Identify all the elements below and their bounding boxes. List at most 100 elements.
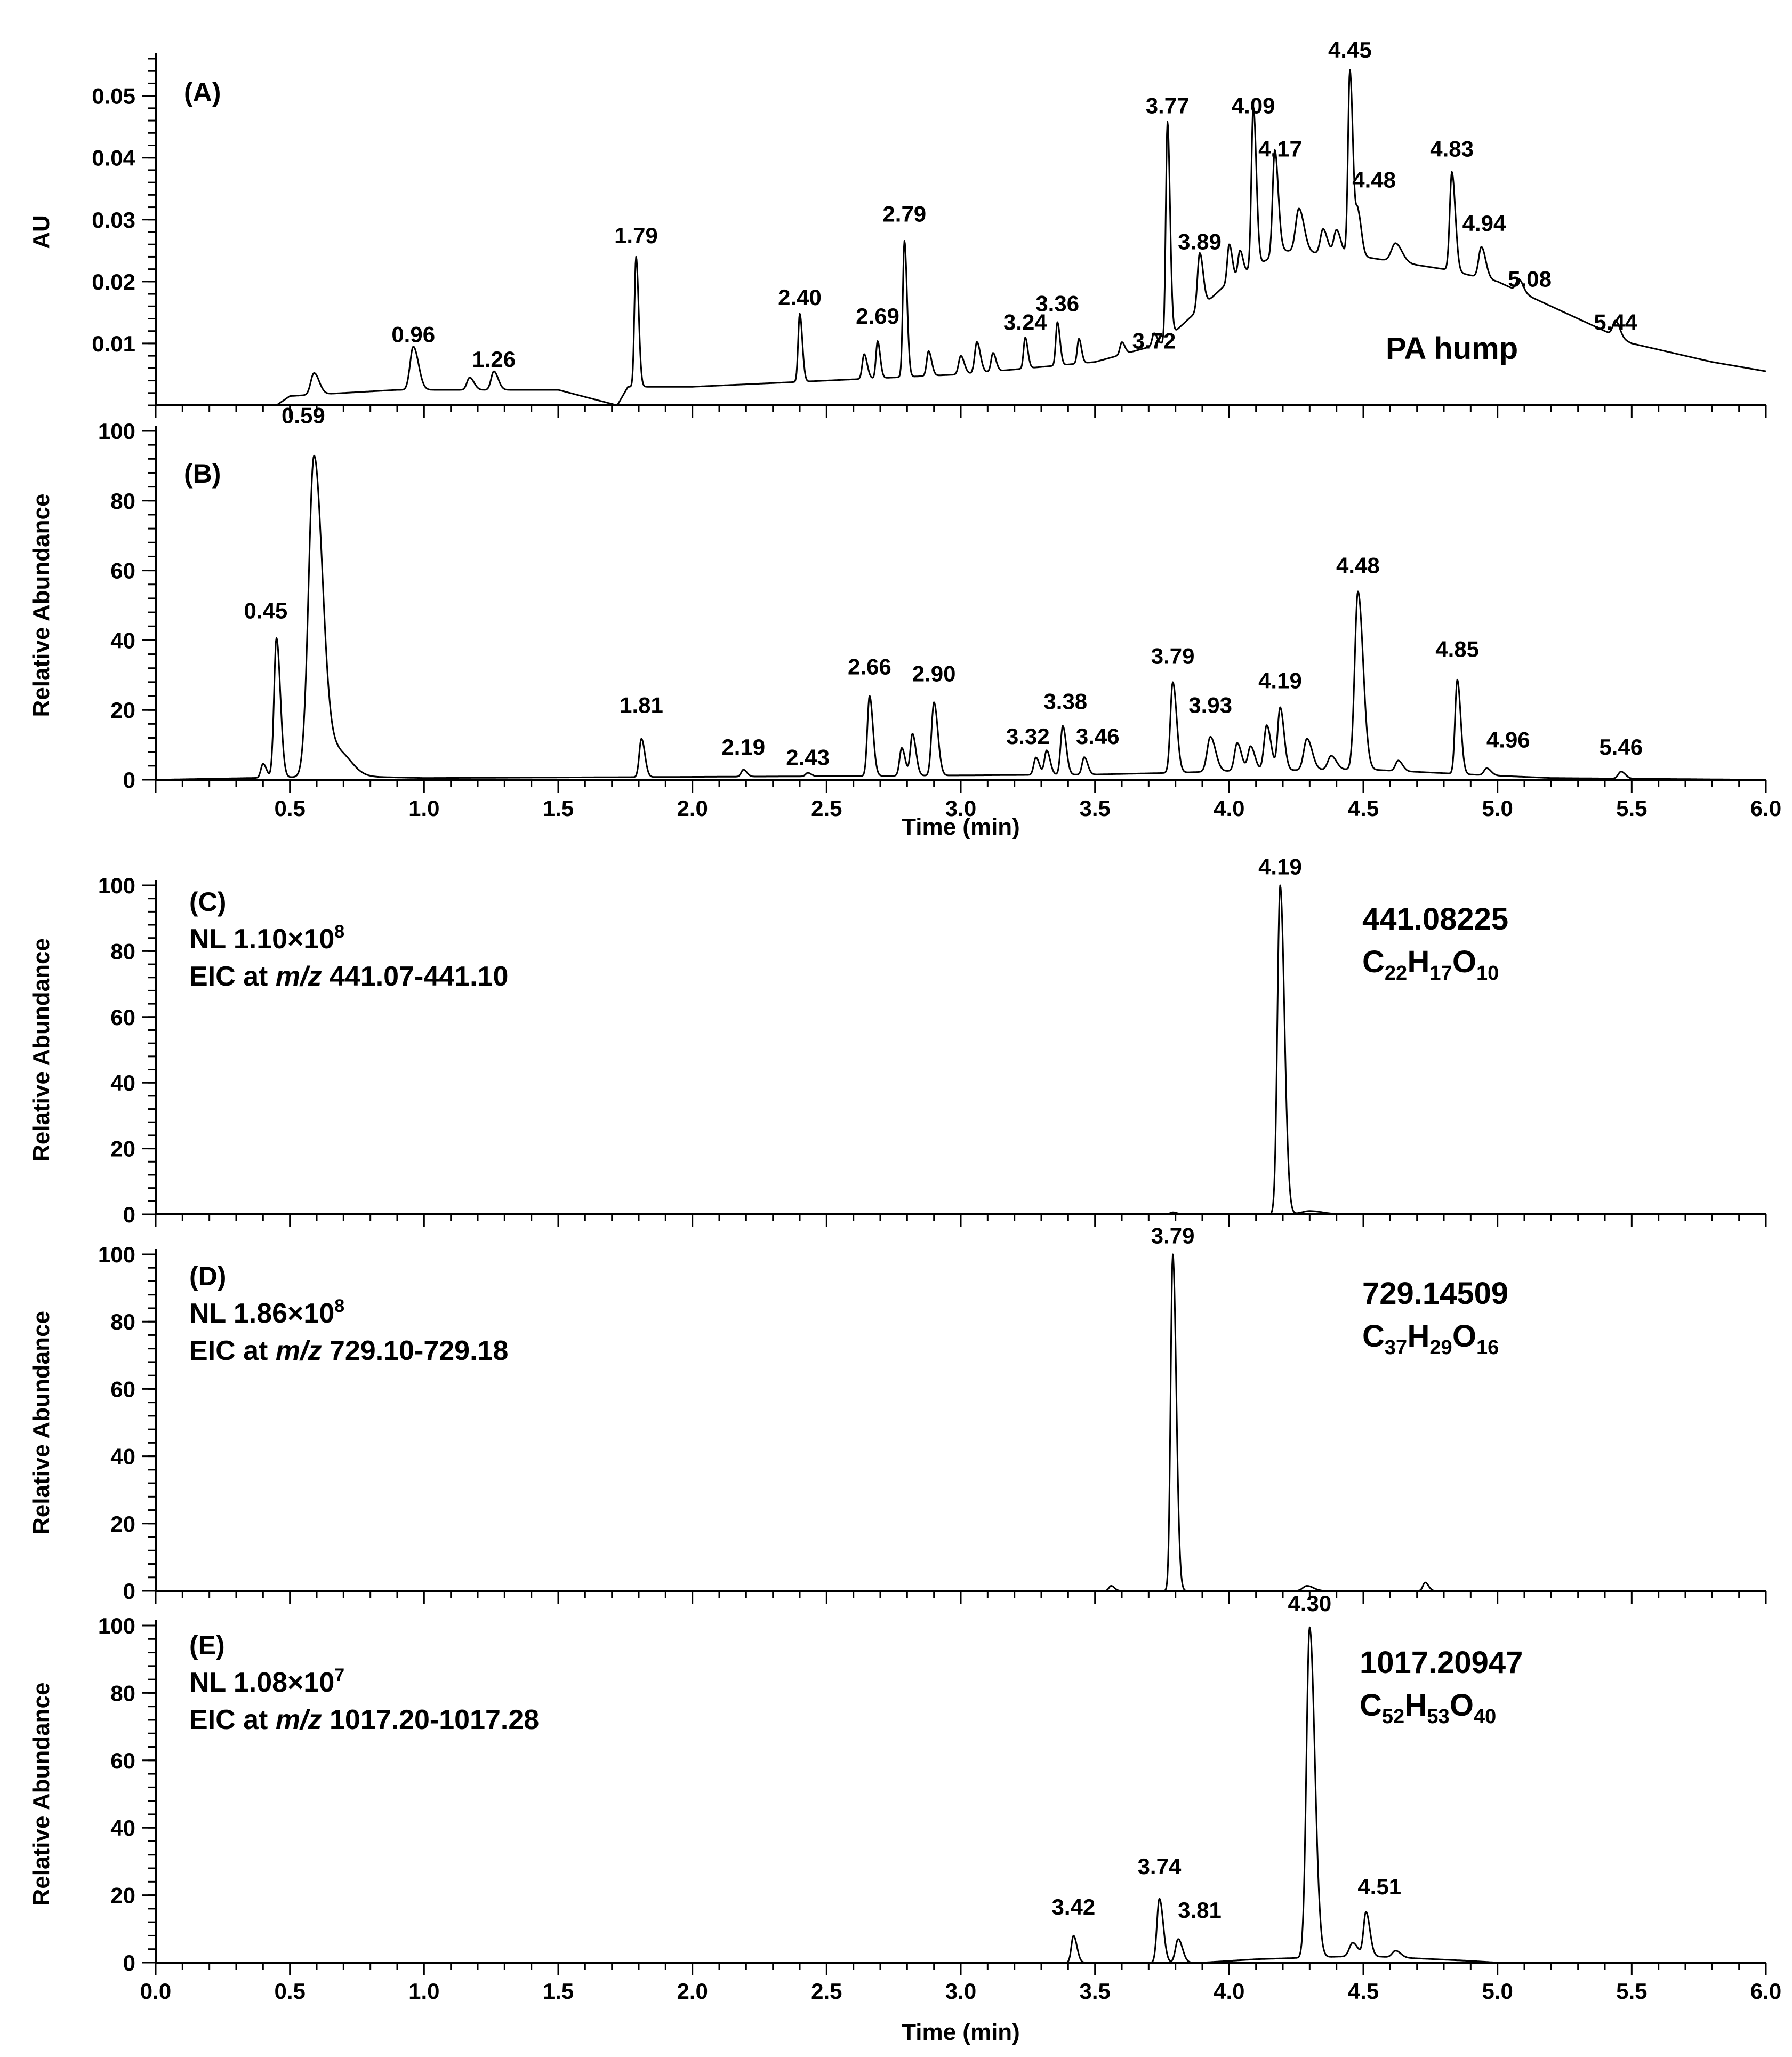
x-tick-label: 0.5 — [274, 1979, 305, 2004]
x-tick-label: 0.5 — [274, 796, 305, 821]
y-tick-label: 80 — [110, 939, 135, 964]
y-tick-label: 40 — [110, 1815, 135, 1840]
peak-label: 2.79 — [882, 201, 926, 226]
peak-label: 2.69 — [856, 303, 899, 329]
x-tick-label: 1.5 — [543, 796, 574, 821]
peak-label: 5.46 — [1599, 734, 1643, 759]
y-axis-title: Relative Abundance — [28, 494, 54, 717]
y-tick-label: 60 — [110, 1748, 135, 1773]
peak-label: 3.74 — [1138, 1854, 1182, 1879]
chart-panel-d: 0 20 40 60 80 100 Relative Abundance 3.79 (D) NL … — [28, 1223, 1767, 1604]
y-tick-label: 100 — [98, 873, 135, 898]
panel-label: (D) — [189, 1261, 226, 1291]
peak-label: 4.30 — [1288, 1591, 1331, 1616]
peak-label: 0.45 — [244, 598, 287, 623]
panel-label: (E) — [189, 1630, 225, 1660]
y-tick-label: 60 — [110, 1005, 135, 1030]
panel-label: (B) — [184, 459, 221, 489]
x-tick-label: 2.5 — [811, 796, 842, 821]
eic-range: EIC at m/z 441.07-441.10 — [189, 961, 508, 992]
y-tick-label: 20 — [110, 1511, 135, 1536]
normalization-level: NL 1.10×108 — [189, 922, 344, 955]
y-axis-title: Relative Abundance — [28, 1683, 54, 1906]
y-tick-label: 0.02 — [92, 269, 135, 294]
x-tick-label: 6.0 — [1750, 1979, 1781, 2004]
y-tick-label: 40 — [110, 1070, 135, 1095]
y-tick-label: 0.03 — [92, 207, 135, 233]
x-tick-label: 4.0 — [1214, 796, 1244, 821]
peak-label: 0.96 — [391, 322, 435, 347]
peak-label: 4.17 — [1258, 137, 1302, 162]
y-axis-title: Relative Abundance — [28, 938, 54, 1162]
y-tick-label: 100 — [98, 1242, 135, 1267]
x-tick-label: 1.0 — [408, 1979, 439, 2004]
peak-label: 2.66 — [848, 654, 891, 679]
y-tick-label: 0.05 — [92, 84, 135, 109]
x-axis-title: Time (min) — [902, 814, 1020, 840]
exact-mass-label: 441.08225 — [1362, 902, 1508, 937]
x-tick-label: 5.0 — [1482, 796, 1513, 821]
peak-label: 1.81 — [620, 692, 663, 717]
peak-label: 3.32 — [1006, 724, 1050, 749]
peak-label: 3.24 — [1003, 310, 1047, 335]
peak-label: 4.96 — [1486, 727, 1530, 753]
y-tick-label: 80 — [110, 489, 135, 514]
peak-label: 4.51 — [1357, 1874, 1401, 1899]
y-tick-label: 0 — [123, 767, 135, 793]
peak-label: 4.48 — [1336, 553, 1380, 578]
peak-label: 3.77 — [1146, 93, 1190, 118]
y-tick-label: 40 — [110, 1444, 135, 1469]
peak-label: 4.94 — [1462, 211, 1506, 236]
x-tick-label: 2.0 — [677, 796, 708, 821]
x-tick-label: 1.5 — [543, 1979, 574, 2004]
normalization-level: NL 1.08×107 — [189, 1665, 344, 1698]
y-tick-label: 100 — [98, 1613, 135, 1638]
chromatogram-trace — [155, 454, 1766, 781]
normalization-level: NL 1.86×108 — [189, 1296, 344, 1329]
y-tick-label: 0.04 — [92, 146, 135, 171]
peak-label: 4.85 — [1435, 637, 1479, 662]
eic-range: EIC at m/z 1017.20-1017.28 — [189, 1704, 539, 1735]
x-tick-label: 3.5 — [1079, 1979, 1110, 2004]
peak-label: 4.48 — [1352, 167, 1396, 193]
x-tick-label: 5.5 — [1616, 796, 1647, 821]
y-axis-title: Relative Abundance — [28, 1311, 54, 1534]
peak-label: 5.08 — [1508, 266, 1552, 291]
eic-range: EIC at m/z 729.10-729.18 — [189, 1335, 508, 1366]
peak-label: 1.79 — [614, 223, 658, 248]
peak-label: 4.19 — [1258, 668, 1302, 693]
peak-label: 1.26 — [472, 347, 516, 372]
peak-label: 2.43 — [786, 745, 830, 770]
peak-label: 3.81 — [1178, 1898, 1222, 1923]
y-tick-label: 80 — [110, 1309, 135, 1334]
panel-label: (A) — [184, 77, 221, 107]
chromatogram-trace — [155, 1626, 1766, 1964]
peak-label: 2.90 — [912, 661, 956, 686]
x-axis-title: Time (min) — [902, 2019, 1020, 2045]
y-tick-label: 60 — [110, 1376, 135, 1402]
peak-label: 4.83 — [1430, 137, 1474, 162]
exact-mass-label: 729.14509 — [1362, 1276, 1508, 1311]
x-tick-label: 3.0 — [945, 796, 976, 821]
x-tick-label: 5.5 — [1616, 1979, 1647, 2004]
chromatogram-trace — [155, 1253, 1766, 1592]
peak-label: 4.45 — [1328, 37, 1372, 62]
x-tick-label: 4.0 — [1214, 1979, 1244, 2004]
molecular-formula-label: C22 H17 O10 — [1362, 945, 1499, 985]
y-tick-label: 0 — [123, 1579, 135, 1604]
chart-panel-e: 0 20 40 60 80 100 0.0 0.5 1.0 1.5 2.0 2.5 3.0 3.5 4.0 4… — [28, 1591, 1781, 2045]
peak-label: 2.19 — [721, 734, 765, 759]
peak-label: 3.72 — [1132, 328, 1176, 353]
x-tick-label: 4.5 — [1348, 796, 1379, 821]
x-tick-label: 5.0 — [1482, 1979, 1513, 2004]
y-tick-label: 100 — [98, 419, 135, 444]
chart-panel-b: 0 20 40 60 80 100 0.5 1.0 1.5 2.0 2.5 3.0 3.5 4.0 4.5 5… — [28, 403, 1781, 840]
peak-label: 4.09 — [1232, 93, 1275, 118]
chart-panel-c: 0 20 40 60 80 100 Relative Abundance 4.19 (C) NL … — [28, 854, 1767, 1227]
x-tick-label: 0.0 — [140, 1979, 171, 2004]
y-tick-label: 20 — [110, 1883, 135, 1908]
molecular-formula-label: C37 H29 O16 — [1362, 1319, 1499, 1359]
peak-label: 2.40 — [778, 285, 822, 310]
y-tick-label: 0 — [123, 1950, 135, 1975]
y-tick-label: 80 — [110, 1680, 135, 1706]
